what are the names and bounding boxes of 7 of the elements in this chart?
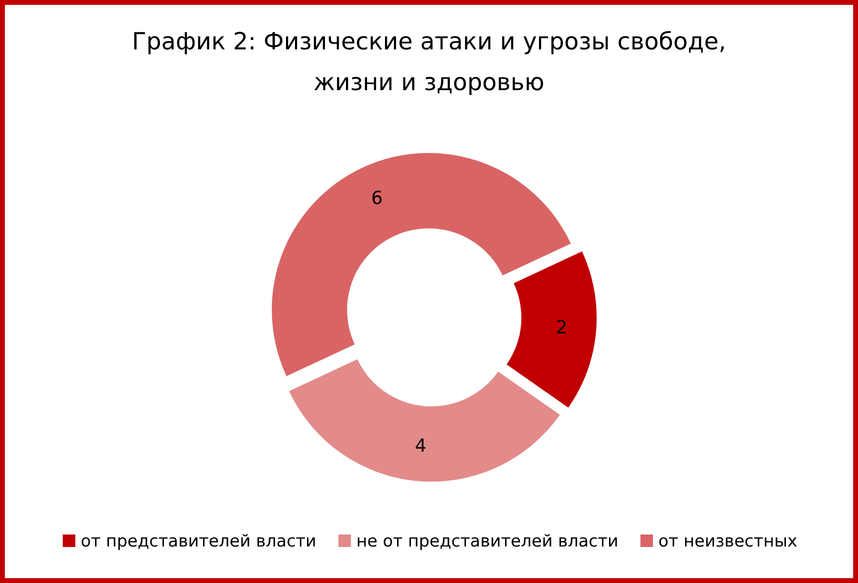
- data-label: 6: [372, 190, 382, 204]
- chart-title: График 2: Физические атаки и угрозы свободе, жизни и здоровью: [134, 30, 724, 96]
- data-label: 2: [557, 320, 566, 334]
- data-label: 4: [416, 438, 426, 452]
- legend-label: от неизвестных: [659, 537, 797, 547]
- legend-label: от представителей власти: [82, 534, 315, 550]
- legend-label: не от представителей власти: [358, 534, 617, 550]
